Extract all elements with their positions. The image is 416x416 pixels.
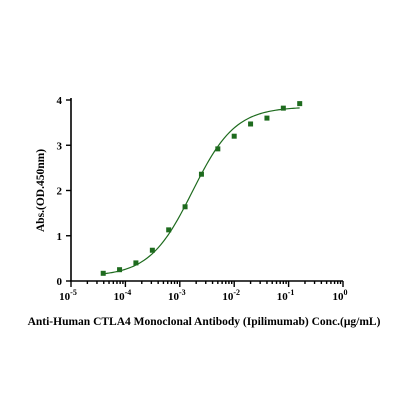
x-tick-label: 100 — [333, 288, 348, 303]
data-point — [215, 146, 221, 152]
data-points — [100, 101, 303, 276]
x-axis-ticks: 10-5 10-4 10-3 10-2 10-1 100 — [59, 281, 348, 303]
data-point — [100, 270, 106, 276]
fit-curve — [103, 107, 300, 275]
y-axis-title: Abs.(OD.450nm) — [35, 149, 47, 232]
x-tick-label: 10-3 — [168, 288, 186, 303]
x-tick-label: 10-1 — [277, 288, 295, 303]
x-axis-title: Anti-Human CTLA4 Monoclonal Antibody (Ip… — [28, 316, 381, 328]
data-point — [117, 267, 123, 273]
data-point — [166, 227, 172, 233]
data-point — [297, 101, 303, 107]
y-tick-label: 2 — [57, 186, 63, 198]
x-tick-label: 10-4 — [114, 288, 132, 303]
data-point — [280, 105, 286, 111]
y-tick-label: 3 — [57, 140, 63, 152]
y-tick-label: 1 — [57, 231, 63, 243]
data-point — [264, 115, 270, 121]
data-point — [133, 260, 139, 266]
data-point — [149, 247, 155, 253]
data-point — [248, 121, 254, 127]
y-tick-label: 0 — [57, 276, 63, 288]
data-point — [182, 204, 188, 210]
y-tick-label: 4 — [57, 95, 63, 107]
x-tick-label: 10-5 — [59, 288, 77, 303]
data-point — [231, 133, 237, 139]
x-tick-label: 10-2 — [222, 288, 240, 303]
data-point — [198, 171, 204, 177]
y-axis-ticks: 0 1 2 3 4 — [57, 95, 71, 288]
